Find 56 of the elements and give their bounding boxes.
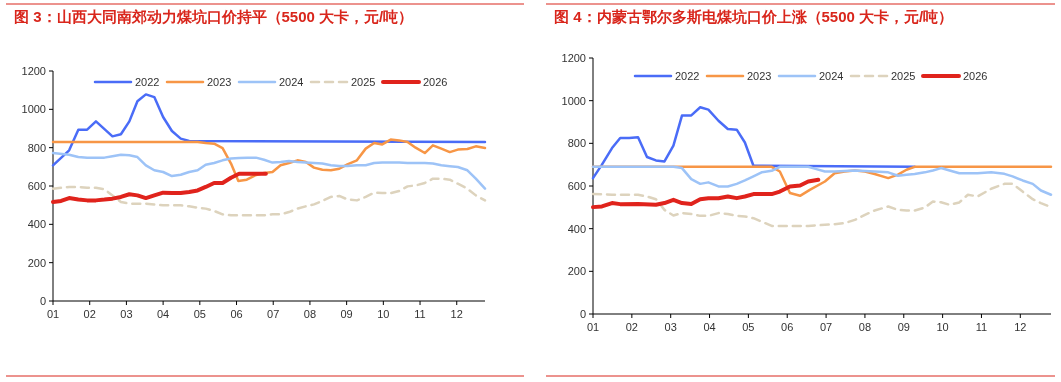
y-tick-label: 1200 [21,65,46,77]
x-tick-label: 03 [664,321,677,333]
x-tick-label: 10 [936,321,949,333]
legend-label: 2022 [675,70,700,82]
y-tick-label: 1000 [21,103,46,116]
line-series [591,177,821,210]
legend-label: 2022 [135,76,160,88]
legend-label: 2025 [891,70,916,82]
x-tick-label: 09 [340,308,353,320]
x-tick-label: 06 [230,308,243,320]
y-tick-label: 0 [579,308,586,320]
x-tick-label: 08 [303,308,317,320]
x-tick-label: 05 [742,321,755,333]
chart-title: 图 4：内蒙古鄂尔多斯电煤坑口价上涨（5500 大卡，元/吨） [554,8,954,25]
y-tick-label: 1200 [561,52,586,64]
x-tick-label: 06 [781,321,794,333]
legend-label: 2024 [819,70,844,82]
y-tick-label: 200 [567,265,586,278]
y-tick-label: 800 [567,137,586,150]
x-tick-label: 12 [1014,321,1027,333]
x-tick-label: 04 [703,321,716,333]
line-series [51,177,487,217]
x-tick-label: 01 [586,321,600,333]
line-series [51,93,487,167]
x-tick-label: 04 [156,308,170,320]
x-tick-label: 05 [193,308,206,320]
legend-label: 2023 [207,76,232,88]
x-tick-label: 03 [120,308,133,320]
y-tick-label: 600 [567,180,586,192]
x-tick-label: 07 [819,321,833,333]
legend-label: 2025 [351,76,376,88]
x-tick-label: 02 [625,321,638,333]
legend-label: 2026 [963,70,988,82]
line-series [51,138,487,183]
x-tick-label: 07 [267,308,280,320]
y-tick-label: 200 [27,256,46,269]
line-series [51,151,487,190]
y-tick-label: 400 [567,222,586,235]
y-tick-label: 1000 [561,94,586,107]
x-tick-label: 11 [975,321,988,333]
y-tick-label: 0 [39,295,46,307]
x-tick-label: 08 [858,321,872,333]
x-tick-label: 12 [450,308,463,320]
y-tick-label: 600 [27,180,46,192]
line-series [51,171,268,204]
legend-label: 2023 [747,70,772,82]
x-tick-label: 09 [897,321,910,333]
y-tick-label: 400 [27,218,46,231]
x-tick-label: 01 [46,308,60,320]
y-tick-label: 800 [27,141,46,154]
legend-label: 2026 [423,76,448,88]
x-tick-label: 02 [83,308,96,320]
legend-label: 2024 [279,76,304,88]
x-tick-label: 10 [377,308,390,320]
x-tick-label: 11 [414,308,426,320]
chart-title: 图 3：山西大同南郊动力煤坑口价持平（5500 大卡，元/吨） [14,8,414,25]
